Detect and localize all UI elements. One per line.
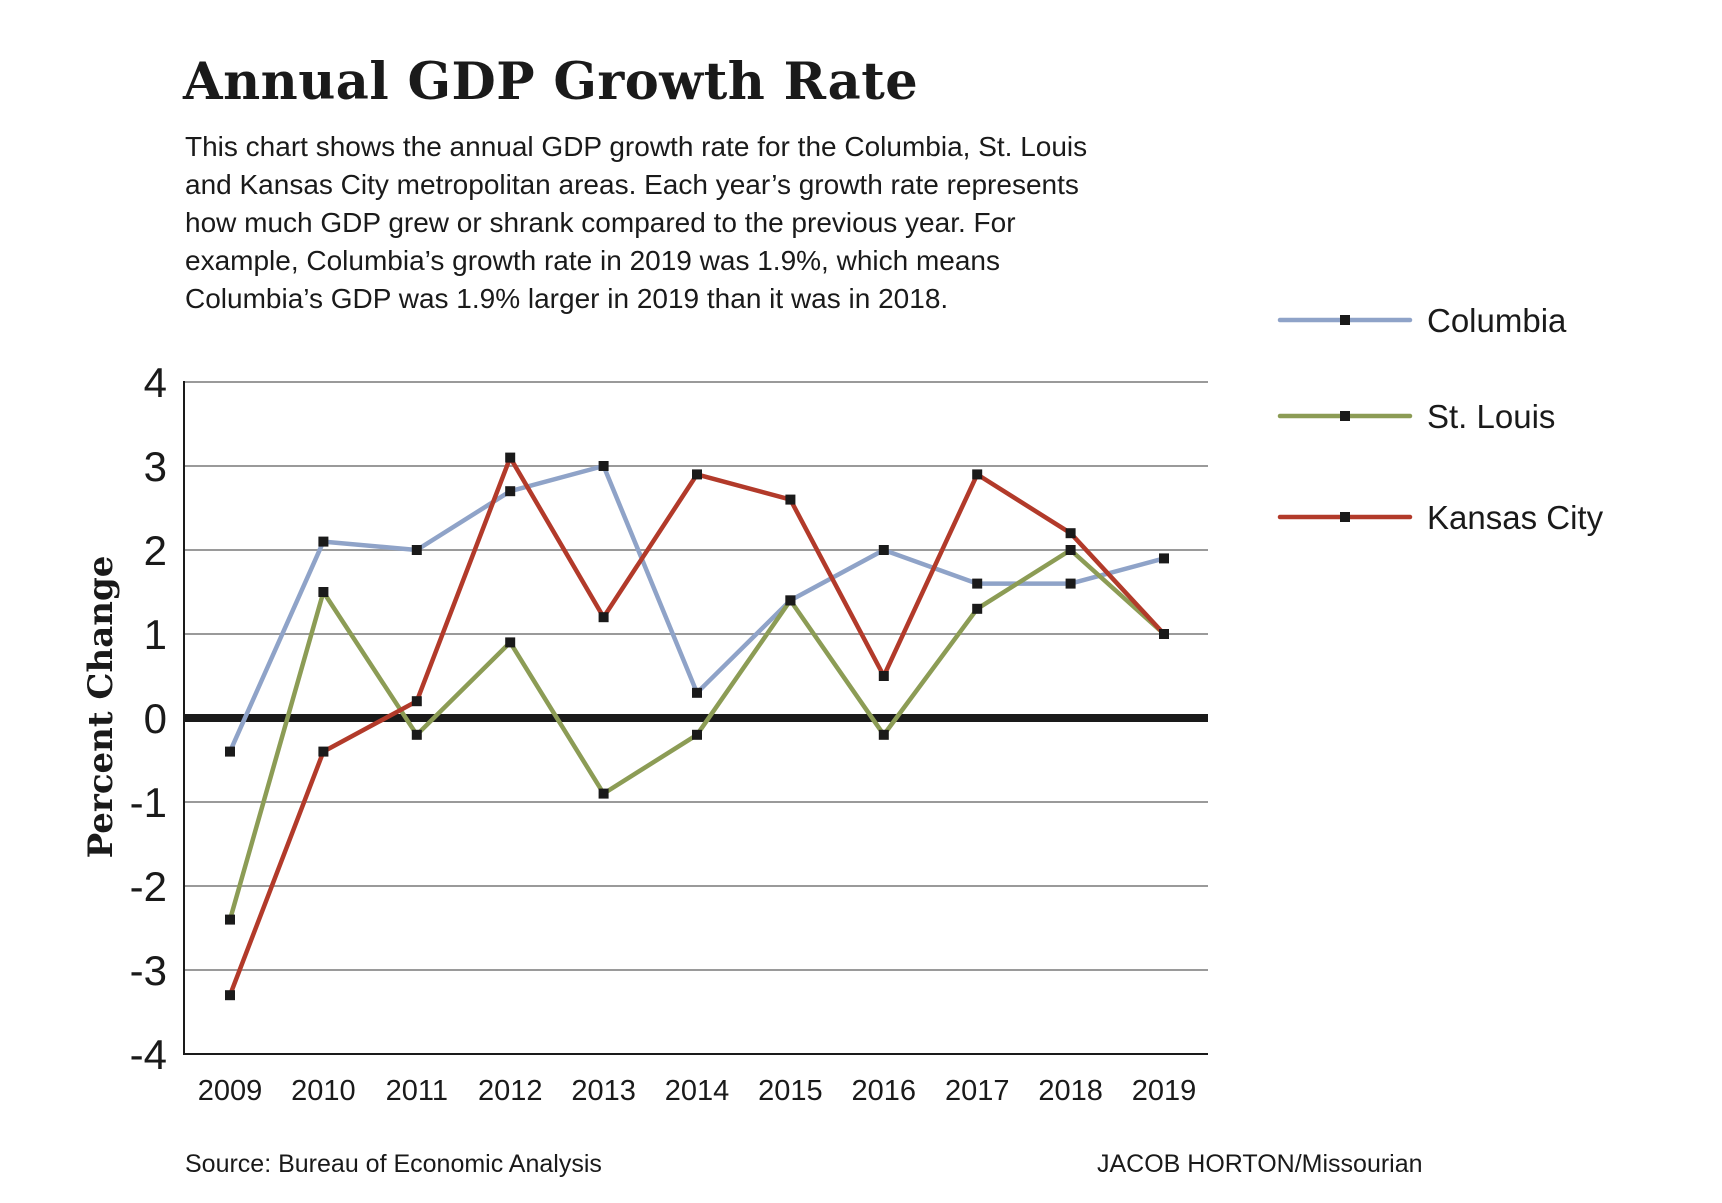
data-point [505, 637, 516, 648]
x-tick-label: 2017 [945, 1075, 1010, 1107]
x-tick-label: 2010 [291, 1075, 356, 1107]
data-point [505, 486, 516, 497]
data-point [598, 788, 609, 799]
legend-label: Kansas City [1427, 499, 1604, 536]
y-tick-label: 4 [144, 359, 167, 406]
description-line: how much GDP grew or shrank compared to … [185, 207, 1016, 238]
y-axis-label: Percent Change [81, 556, 121, 859]
x-tick-label: 2019 [1132, 1075, 1197, 1107]
description-line: This chart shows the annual GDP growth r… [185, 131, 1088, 162]
description-line: example, Columbia’s growth rate in 2019 … [185, 245, 1001, 276]
data-point [1065, 528, 1076, 539]
x-tick-label: 2012 [478, 1075, 543, 1107]
data-point [692, 687, 702, 698]
data-point [505, 452, 516, 463]
y-tick-label: -1 [130, 779, 167, 826]
legend: Columbia St. Louis Kansas City [1277, 302, 1604, 536]
y-tick-label: -4 [130, 1031, 167, 1078]
y-tick-label: 2 [144, 527, 167, 574]
data-point [785, 595, 796, 606]
series-line-columbia [227, 463, 1167, 754]
y-tick-label: -2 [130, 863, 167, 910]
data-point [598, 461, 609, 471]
data-point [411, 545, 422, 555]
data-point [225, 990, 235, 1001]
data-point [1159, 629, 1169, 639]
photo-credit: JACOB HORTON/Missourian [1097, 1150, 1423, 1178]
data-point [878, 729, 889, 740]
legend-marker [1340, 512, 1350, 522]
description-line: Columbia’s GDP was 1.9% larger in 2019 t… [185, 283, 949, 314]
x-tick-label: 2009 [198, 1075, 263, 1107]
chart-title: Annual GDP Growth Rate [183, 52, 919, 112]
source-note: Source: Bureau of Economic Analysis [185, 1150, 602, 1178]
data-point [1065, 578, 1076, 589]
x-tick-label: 2018 [1038, 1075, 1103, 1107]
data-point [972, 578, 983, 589]
data-point [878, 671, 889, 681]
description-line: and Kansas City metropolitan areas. Each… [185, 169, 1079, 200]
y-axis-ticks: 4 3 2 1 0 -1 -2 -3 -4 [130, 359, 167, 1078]
x-tick-label: 2011 [386, 1075, 448, 1107]
data-point [318, 536, 329, 547]
chart-description: This chart shows the annual GDP growth r… [185, 128, 1235, 318]
data-point [692, 729, 702, 740]
y-tick-label: 1 [144, 611, 167, 658]
series-lines [227, 455, 1167, 998]
data-point [972, 603, 983, 614]
series-line-kansas-city [227, 455, 1167, 998]
y-tick-label: -3 [130, 947, 167, 994]
x-tick-label: 2015 [758, 1075, 823, 1107]
data-point [225, 914, 235, 925]
data-point [878, 545, 889, 555]
legend-label: St. Louis [1427, 398, 1555, 435]
x-tick-label: 2016 [852, 1075, 917, 1107]
data-point [225, 746, 235, 757]
data-point [972, 469, 983, 480]
data-point [598, 612, 609, 623]
data-point [411, 729, 422, 740]
gridlines [183, 381, 1208, 1055]
legend-label: Columbia [1427, 302, 1567, 339]
data-point [785, 494, 796, 505]
x-axis-ticks: 2009 2010 2011 2012 2013 2014 2015 2016 2017 2018… [198, 1075, 1197, 1107]
y-tick-label: 3 [144, 443, 167, 490]
x-tick-label: 2013 [571, 1075, 636, 1107]
data-point [318, 587, 329, 597]
series-markers [225, 452, 1169, 1001]
data-point [1159, 553, 1169, 564]
legend-marker [1340, 315, 1350, 325]
data-point [411, 696, 422, 707]
data-point [318, 746, 329, 757]
legend-marker [1340, 411, 1350, 421]
x-tick-label: 2014 [665, 1075, 730, 1107]
y-tick-label: 0 [144, 695, 167, 742]
data-point [692, 469, 702, 480]
data-point [1065, 545, 1076, 555]
